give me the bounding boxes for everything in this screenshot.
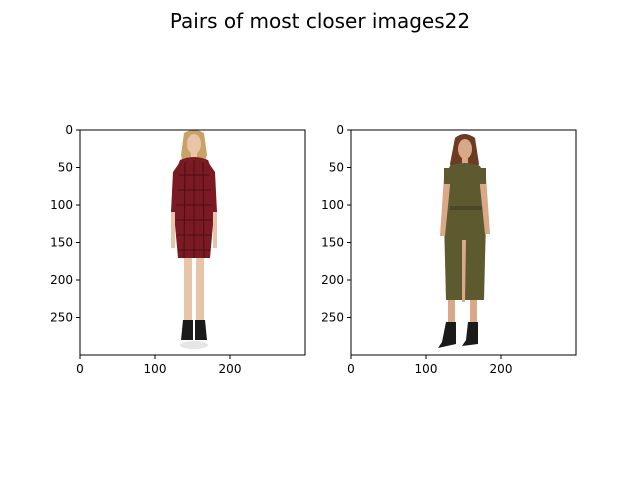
left-y-tick-label: 100 — [50, 198, 73, 212]
right-axis-ticks: 0 100 200 0 50 100 150 200 250 — [321, 123, 512, 376]
right-y-tick-label: 200 — [321, 273, 344, 287]
figure-title: Pairs of most closer images22 — [170, 9, 470, 33]
woman-olive-dress-photo-icon — [438, 134, 490, 348]
right-x-tick-label: 100 — [415, 362, 438, 376]
right-x-tick-label: 0 — [347, 362, 355, 376]
right-image-panel: 0 100 200 0 50 100 150 200 250 — [321, 123, 577, 376]
left-axis-ticks: 0 100 200 0 50 100 150 200 250 — [50, 123, 241, 376]
left-y-tick-label: 0 — [65, 123, 73, 137]
left-x-tick-label: 100 — [144, 362, 167, 376]
right-y-tick-label: 0 — [336, 123, 344, 137]
left-y-tick-label: 150 — [50, 236, 73, 250]
right-y-tick-label: 250 — [321, 311, 344, 325]
right-y-tick-label: 150 — [321, 236, 344, 250]
left-x-tick-label: 0 — [76, 362, 84, 376]
right-y-tick-label: 100 — [321, 198, 344, 212]
left-image-panel: 0 100 200 0 50 100 150 200 250 — [50, 123, 306, 376]
left-y-tick-label: 50 — [58, 161, 73, 175]
woman-red-dress-photo-icon — [171, 130, 217, 349]
left-y-tick-label: 250 — [50, 311, 73, 325]
left-x-tick-label: 200 — [219, 362, 242, 376]
left-y-tick-label: 200 — [50, 273, 73, 287]
right-x-tick-label: 200 — [490, 362, 513, 376]
right-y-tick-label: 50 — [329, 161, 344, 175]
